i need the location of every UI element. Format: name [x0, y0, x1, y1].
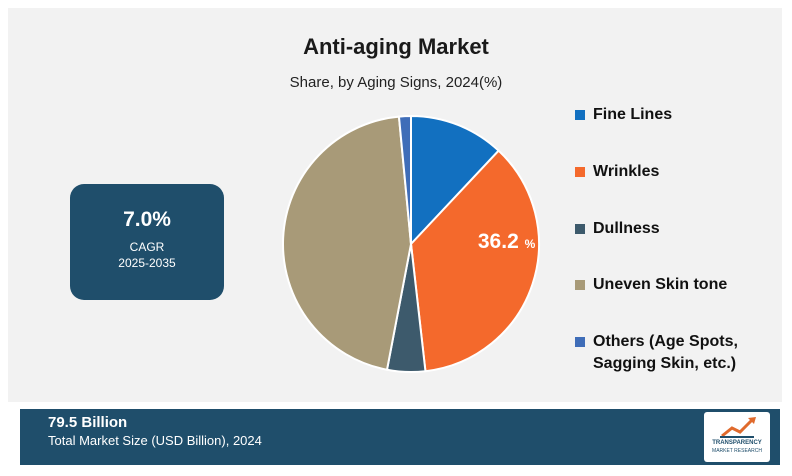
- chart-title: Anti-aging Market: [303, 34, 489, 59]
- cagr-label: CAGR: [129, 240, 165, 254]
- pie-slice-uneven-skin-tone: [282, 115, 413, 371]
- legend-item-dullness: Dullness: [575, 218, 660, 240]
- cagr-value: 7.0%: [123, 208, 171, 231]
- legend-label-line: Others (Age Spots,: [593, 333, 738, 350]
- legend-swatch: [575, 224, 585, 234]
- legend-swatch: [575, 167, 585, 177]
- legend-item-wrinkles: Wrinkles: [575, 161, 659, 183]
- pie-slice-others-age-spots-sagging-skin-etc: [397, 114, 412, 245]
- legend-item-fine-lines: Fine Lines: [575, 104, 672, 126]
- legend-label: Others (Age Spots, Sagging Skin, etc.): [593, 331, 738, 375]
- pie-slices: [282, 114, 540, 373]
- logo-text-line1: TRANSPARENCY: [712, 440, 762, 446]
- pie-data-label-unit: %: [525, 237, 536, 251]
- legend-label: Dullness: [593, 220, 660, 237]
- pie-data-label: 36.2 %: [478, 230, 536, 253]
- legend-item-others: Others (Age Spots, Sagging Skin, etc.): [575, 331, 738, 375]
- cagr-box: 7.0% CAGR 2025-2035: [70, 184, 224, 300]
- footer-bar: 79.5 Billion Total Market Size (USD Bill…: [20, 409, 780, 465]
- cagr-years: 2025-2035: [118, 256, 176, 270]
- chart-subtitle: Share, by Aging Signs, 2024(%): [289, 74, 503, 91]
- market-size-value: 79.5 Billion: [48, 414, 128, 431]
- logo-text-line2: MARKET RESEARCH: [712, 448, 762, 454]
- legend-label-line: Sagging Skin, etc.): [593, 355, 737, 372]
- legend-label: Uneven Skin tone: [593, 276, 728, 293]
- legend-swatch: [575, 337, 585, 347]
- legend-swatch: [575, 280, 585, 290]
- pie-slice-wrinkles: [409, 149, 540, 373]
- pie-data-label-number: 36.2: [478, 230, 519, 253]
- legend-label: Wrinkles: [593, 163, 660, 180]
- company-logo: TRANSPARENCY MARKET RESEARCH: [704, 412, 770, 462]
- market-size-caption: Total Market Size (USD Billion), 2024: [48, 433, 262, 448]
- pie-slice-fine-lines: [410, 114, 501, 247]
- legend-label: Fine Lines: [593, 106, 673, 123]
- legend-item-uneven-skin-tone: Uneven Skin tone: [575, 274, 727, 296]
- logo-arrow-icon: [720, 417, 756, 438]
- legend-swatch: [575, 110, 585, 120]
